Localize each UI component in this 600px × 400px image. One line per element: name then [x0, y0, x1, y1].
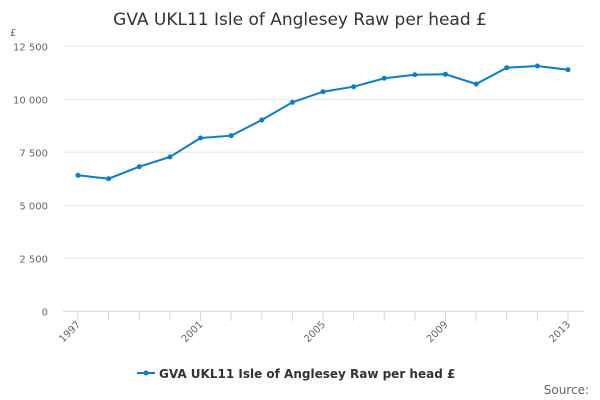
y-tick-label: 10 000 — [13, 95, 48, 106]
y-tick-label: 0 — [42, 307, 48, 318]
data-point[interactable] — [534, 63, 540, 69]
y-tick-label: 5 000 — [19, 201, 48, 212]
x-tick-label: 1997 — [57, 319, 83, 345]
y-tick-label: 12 500 — [13, 42, 48, 53]
x-tick-label: 2013 — [547, 319, 573, 345]
data-point[interactable] — [473, 81, 479, 87]
data-point[interactable] — [167, 154, 173, 160]
legend-label: GVA UKL11 Isle of Anglesey Raw per head … — [159, 367, 455, 381]
chart-title: GVA UKL11 Isle of Anglesey Raw per head … — [113, 10, 487, 30]
data-point[interactable] — [259, 117, 265, 123]
data-point[interactable] — [443, 71, 448, 77]
data-point[interactable] — [75, 172, 81, 178]
y-tick-label: 7 500 — [19, 148, 48, 159]
data-point[interactable] — [412, 72, 418, 78]
y-tick-label: 2 500 — [19, 254, 48, 265]
data-point[interactable] — [228, 133, 234, 139]
data-point[interactable] — [289, 99, 295, 105]
y-axis-label: £ — [10, 28, 16, 39]
series-line — [77, 64, 569, 180]
data-point[interactable] — [136, 164, 142, 170]
data-point[interactable] — [320, 89, 326, 95]
x-tick-label: 2005 — [302, 319, 328, 345]
legend-item[interactable]: GVA UKL11 Isle of Anglesey Raw per head … — [137, 367, 455, 381]
x-tick-label: 2001 — [180, 319, 206, 345]
data-point[interactable] — [351, 84, 357, 90]
data-point[interactable] — [106, 176, 112, 182]
data-point[interactable] — [198, 135, 203, 141]
data-point[interactable] — [565, 67, 571, 73]
data-point[interactable] — [381, 75, 387, 81]
legend-marker — [143, 370, 149, 376]
credits[interactable]: Source: — [544, 383, 589, 397]
data-point[interactable] — [504, 65, 510, 71]
x-tick-label: 2009 — [425, 319, 451, 345]
